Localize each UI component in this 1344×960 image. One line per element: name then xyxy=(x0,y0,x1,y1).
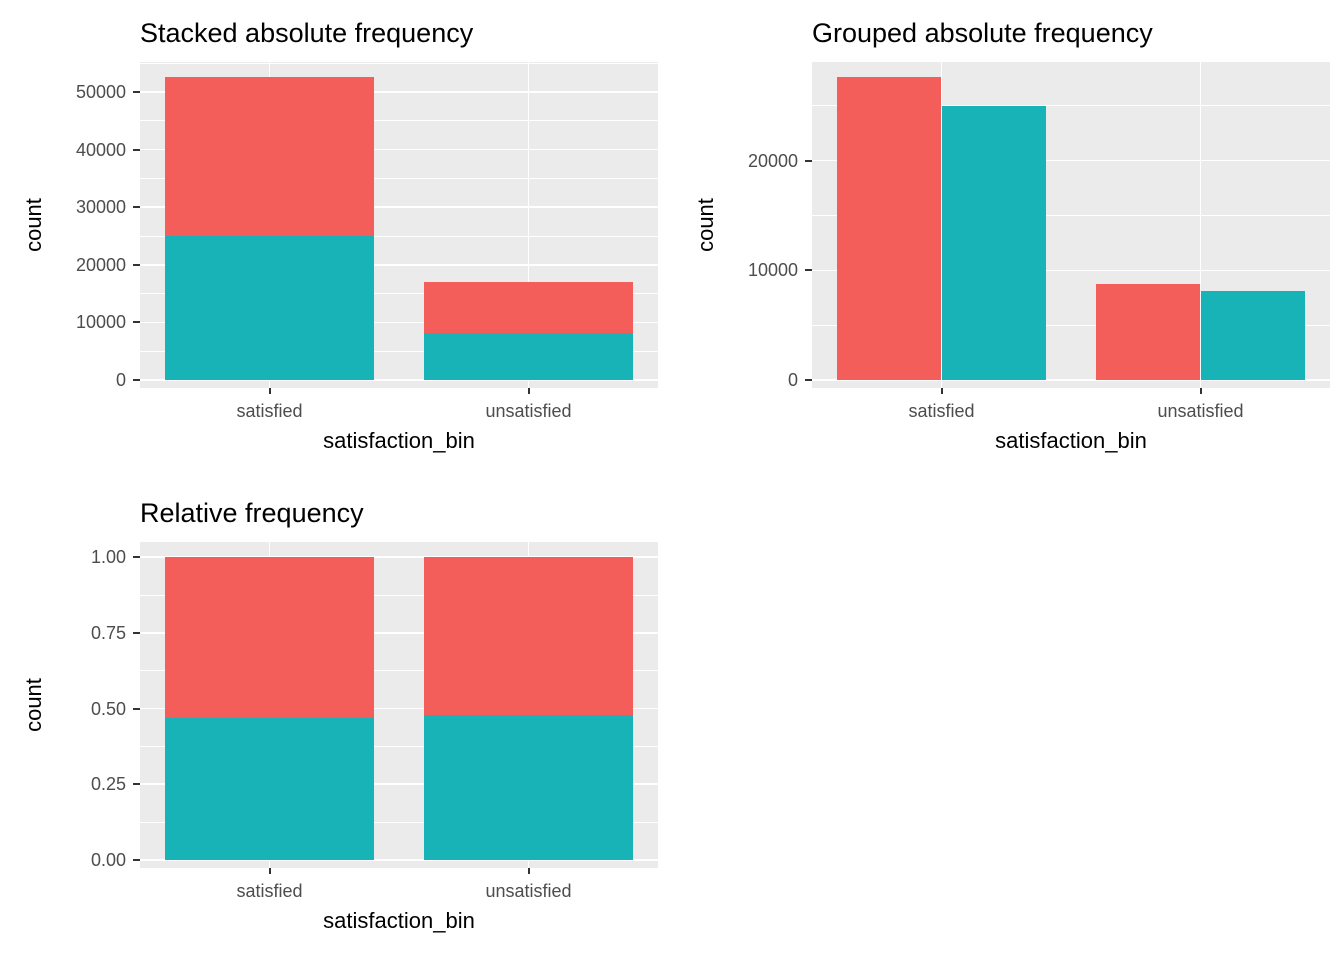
y-tick-label: 10000 xyxy=(747,260,798,281)
gridline-major xyxy=(140,91,658,93)
y-tick-label: 0 xyxy=(115,370,126,390)
gridline-minor xyxy=(812,324,1330,326)
gridline-major xyxy=(140,783,658,786)
bar-unsatisfied-teal xyxy=(1200,291,1306,380)
y-tick-mark xyxy=(805,379,812,381)
y-tick-label: 40000 xyxy=(75,139,126,160)
y-tick-label: 0.75 xyxy=(90,622,126,643)
gridline-minor xyxy=(812,215,1330,216)
bar-unsatisfied-red xyxy=(423,557,634,715)
chart-title: Stacked absolute frequency xyxy=(140,18,474,48)
x-tick-mark xyxy=(268,868,271,874)
y-tick-mark xyxy=(805,269,812,272)
bar-satisfied-teal xyxy=(164,717,375,860)
gridline-major xyxy=(140,148,658,151)
y-tick-label: 20000 xyxy=(747,150,798,171)
bar-unsatisfied-red xyxy=(1095,283,1201,380)
y-tick-label: 20000 xyxy=(75,254,126,275)
bar-satisfied-red xyxy=(164,557,375,718)
y-tick-mark xyxy=(133,90,140,93)
bar-unsatisfied-red xyxy=(423,282,634,333)
y-tick-mark xyxy=(133,783,140,786)
gridline-minor xyxy=(140,235,658,237)
x-tick-mark xyxy=(1199,388,1202,394)
plot-panel xyxy=(812,62,1330,388)
gridline-major xyxy=(140,632,658,634)
y-tick-mark xyxy=(133,206,140,209)
chart-relative-frequency: Relative frequency count 0.00 0.25 0.50 0.7… xyxy=(0,480,672,960)
gridline-minor xyxy=(140,350,658,352)
y-axis-label: count xyxy=(21,198,46,252)
y-tick-mark xyxy=(133,859,140,861)
bar-satisfied-teal xyxy=(164,235,375,380)
bar-unsatisfied-teal xyxy=(423,332,634,380)
gridline-major xyxy=(140,263,658,266)
y-tick-label: 0.00 xyxy=(90,850,126,870)
x-tick-label: unsatisfied xyxy=(485,401,572,421)
gridline-minor xyxy=(140,821,658,823)
chart-title: Grouped absolute frequency xyxy=(812,18,1153,48)
x-tick-label: satisfied xyxy=(236,401,303,421)
gridline-major xyxy=(140,379,658,381)
y-tick-mark xyxy=(133,263,140,266)
y-tick-label: 50000 xyxy=(75,81,126,102)
y-tick-label: 1.00 xyxy=(90,547,126,568)
gridline-major xyxy=(140,707,658,710)
x-tick-label: satisfied xyxy=(236,881,303,901)
gridline-major xyxy=(812,379,1330,381)
x-tick-label: unsatisfied xyxy=(1157,401,1244,421)
bar-satisfied-red xyxy=(836,77,942,380)
x-tick-mark xyxy=(940,388,943,394)
gridline-major xyxy=(140,556,658,558)
gridline-minor xyxy=(140,62,658,64)
x-axis-label: satisfaction_bin xyxy=(995,428,1147,453)
gridline-major xyxy=(140,321,658,324)
gridline-minor xyxy=(140,177,658,179)
y-tick-mark xyxy=(133,148,140,151)
x-axis-label: satisfaction_bin xyxy=(323,908,475,933)
y-tick-mark xyxy=(133,556,140,559)
x-tick-mark xyxy=(527,388,530,394)
gridline-minor xyxy=(140,120,658,122)
gridline-major xyxy=(812,269,1330,272)
gridline-minor xyxy=(812,105,1330,107)
gridline-minor xyxy=(140,293,658,294)
x-tick-label: unsatisfied xyxy=(485,881,572,901)
bar-satisfied-red xyxy=(164,76,375,236)
x-tick-mark xyxy=(268,388,271,394)
gridline-major xyxy=(140,859,658,861)
y-axis-label: count xyxy=(21,678,46,732)
y-tick-mark xyxy=(133,379,140,381)
y-tick-mark xyxy=(805,159,812,162)
chart-stacked-absolute-frequency: Stacked absolute frequency count 0 10000 2… xyxy=(0,0,672,480)
y-tick-mark xyxy=(133,321,140,324)
chart-grouped-absolute-frequency: Grouped absolute frequency count 0 10000 2… xyxy=(672,0,1344,480)
x-tick-mark xyxy=(527,868,530,874)
gridline-major xyxy=(812,159,1330,162)
gridline-major xyxy=(140,206,658,208)
y-tick-mark xyxy=(133,631,140,634)
gridline-vertical xyxy=(940,62,943,388)
y-tick-label: 0.25 xyxy=(90,774,126,795)
x-axis-label: satisfaction_bin xyxy=(323,428,475,453)
plot-panel xyxy=(140,542,658,868)
y-tick-mark xyxy=(133,707,140,710)
y-tick-label: 10000 xyxy=(75,312,126,333)
x-tick-label: satisfied xyxy=(908,401,975,421)
bar-unsatisfied-teal xyxy=(423,714,634,860)
y-tick-label: 0 xyxy=(787,370,798,390)
gridline-minor xyxy=(140,670,658,672)
gridline-minor xyxy=(140,746,658,747)
gridline-vertical xyxy=(1199,62,1202,388)
chart-title: Relative frequency xyxy=(140,498,364,528)
plot-panel xyxy=(140,62,658,388)
bar-satisfied-teal xyxy=(941,105,1047,380)
gridline-minor xyxy=(140,594,658,596)
y-axis-label: count xyxy=(693,198,718,252)
gridline-vertical xyxy=(527,62,530,388)
